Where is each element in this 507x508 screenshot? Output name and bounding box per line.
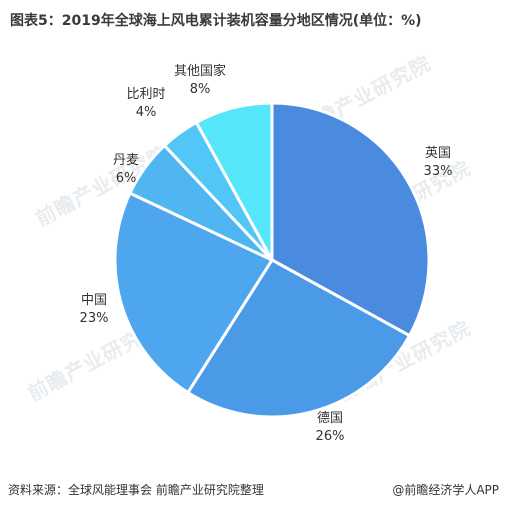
slice-label-belgium: 比利时 4%	[116, 86, 176, 122]
slice-label-denmark: 丹麦 6%	[98, 152, 154, 188]
slice-value: 33%	[423, 164, 453, 179]
pie-slice-1	[185, 258, 412, 419]
slice-value: 23%	[79, 311, 109, 326]
chart-title: 图表5：2019年全球海上风电累计装机容量分地区情况(单位：%)	[10, 13, 422, 29]
slice-label-other: 其他国家 8%	[160, 63, 240, 99]
slice-label-germany: 德国 26%	[302, 410, 358, 446]
pie-slice-0	[270, 101, 431, 338]
pie-slice-5	[194, 101, 274, 261]
slice-value: 6%	[115, 171, 137, 186]
slice-name: 其他国家	[173, 64, 226, 79]
brand-note: @前瞻经济学人APP	[392, 483, 499, 497]
source-note: 资料来源：全球风能理事会 前瞻产业研究院整理	[8, 483, 264, 497]
slice-name: 英国	[424, 146, 451, 161]
slice-name: 德国	[316, 411, 343, 426]
slice-name: 丹麦	[112, 153, 139, 168]
slice-name: 中国	[80, 293, 107, 308]
slice-name: 比利时	[126, 87, 166, 102]
slice-label-uk: 英国 33%	[410, 145, 466, 181]
slice-value: 4%	[135, 105, 157, 120]
slice-label-china: 中国 23%	[66, 292, 122, 328]
slice-value: 8%	[189, 82, 211, 97]
slice-value: 26%	[315, 429, 345, 444]
